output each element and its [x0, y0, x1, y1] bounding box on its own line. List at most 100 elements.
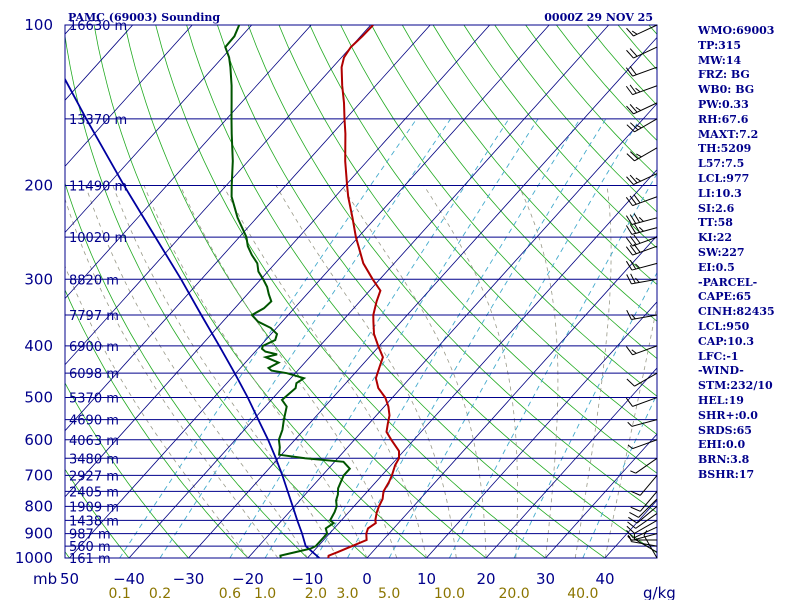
- sounding-indices-panel: WMO:69003 TP:315 MW:14 FRZ: BG WB0: BG PW:0.3…: [698, 24, 800, 483]
- index-entry: CAP:10.3: [698, 334, 755, 348]
- mixing-ratio-line: [229, 118, 510, 558]
- wind-barb-flag: [630, 151, 639, 160]
- plot-frame: [64, 24, 658, 559]
- index-entry: MW:14: [698, 53, 742, 67]
- mixing-ratio-tick-label: 0.1: [108, 586, 130, 600]
- pressure-unit-label: mb: [33, 570, 57, 588]
- wind-barb-flag: [629, 245, 637, 255]
- mixing-ratio-line: [347, 118, 607, 558]
- index-entry: FRZ: BG: [698, 68, 750, 82]
- isotherm: [485, 367, 657, 558]
- height-label: 2927 m: [69, 469, 119, 484]
- wind-barb-flag: [629, 48, 638, 57]
- wind-barb-staff: [632, 236, 658, 247]
- index-entry: RH:67.6: [698, 112, 749, 126]
- wind-barb-staff: [639, 491, 658, 512]
- wind-barb-flag: [625, 246, 633, 256]
- wind-barb-staff: [635, 457, 658, 474]
- wind-barb: [625, 84, 658, 96]
- pressure-label: 300: [24, 270, 53, 288]
- wind-barb-flag: [636, 153, 642, 158]
- temperature-tick-label: 50: [60, 570, 79, 588]
- index-entry: SW:227: [698, 245, 745, 259]
- wind-barb: [630, 457, 658, 474]
- wind-barb-staff: [633, 102, 658, 115]
- temperature-tick-label: 0: [362, 570, 372, 588]
- wind-barb-flag: [626, 525, 635, 534]
- mixing-ratio-tick-label: 0.2: [149, 586, 171, 600]
- pressure-label: 600: [24, 431, 53, 449]
- mixing-ratio-line: [513, 271, 657, 558]
- wind-barb: [628, 505, 658, 524]
- isotherm: [307, 169, 657, 558]
- height-label: 560 m: [69, 540, 111, 555]
- wind-barb-staff: [634, 147, 658, 162]
- wind-barb-flag: [626, 176, 634, 185]
- mixing-ratio-tick-label: 10.0: [434, 586, 465, 600]
- wind-barb: [626, 519, 658, 534]
- index-entry: PW:0.33: [698, 97, 749, 111]
- wind-barb: [625, 259, 658, 271]
- mixing-ratio-line: [264, 118, 539, 558]
- wind-barb-flag: [635, 177, 641, 182]
- index-entry: CAPE:65: [698, 290, 752, 304]
- wind-barb: [625, 66, 658, 77]
- pressure-label: 100: [24, 16, 53, 34]
- wind-barb-flag: [627, 535, 633, 541]
- wind-barb: [630, 491, 658, 512]
- wind-barb-flag: [631, 30, 638, 35]
- wind-barb-flag: [629, 235, 637, 245]
- index-entry: -WIND-: [698, 364, 744, 378]
- wind-barb-flag: [633, 234, 641, 244]
- index-entry: LI:10.3: [698, 186, 742, 200]
- wind-barb-flag: [626, 529, 634, 539]
- moist-adiabat: [518, 185, 559, 558]
- height-label: 161 m: [69, 552, 111, 567]
- index-entry: KI:22: [698, 231, 733, 245]
- wind-barb: [625, 243, 658, 256]
- wind-barb: [626, 147, 658, 162]
- wind-barb-staff: [633, 173, 658, 186]
- mixing-ratio-line: [119, 118, 417, 558]
- wind-barb: [627, 439, 658, 450]
- wind-barb-staff: [632, 196, 658, 207]
- isotherm: [247, 102, 657, 558]
- wind-barb-staff: [634, 118, 658, 133]
- wind-barb-flag: [629, 174, 638, 184]
- index-entry: TH:5209: [698, 142, 752, 156]
- wind-barb: [626, 309, 658, 320]
- wind-barb: [625, 397, 658, 407]
- wind-barb-flag: [631, 314, 636, 320]
- height-label: 1438 m: [69, 514, 119, 529]
- wind-barb-flag: [629, 214, 637, 224]
- wind-barb-flag: [629, 224, 637, 234]
- wind-barb-staff: [632, 66, 658, 77]
- wind-barb-flag: [630, 490, 641, 496]
- index-entry: -PARCEL-: [698, 275, 758, 289]
- dewpoint-profile-line: [224, 25, 352, 558]
- wind-barb-flag: [626, 49, 634, 59]
- index-entry: LCL:950: [698, 319, 750, 333]
- wind-barb-staff: [631, 217, 658, 226]
- height-label: 4063 m: [69, 434, 119, 449]
- pressure-label: 500: [24, 389, 53, 407]
- temperature-profile-line: [327, 25, 400, 558]
- mixing-ratio-line: [582, 393, 657, 558]
- mixing-ratio-tick-label: 1.0: [254, 586, 276, 600]
- wind-barb-staff: [634, 519, 658, 534]
- wind-barb-flag: [630, 470, 636, 474]
- wind-barb-flag: [628, 516, 638, 524]
- wind-barb-flag: [638, 217, 644, 222]
- wind-barb-flag: [629, 66, 637, 76]
- wind-barb: [626, 118, 658, 133]
- index-entry: BSHR:17: [698, 467, 755, 481]
- wind-barb-staff: [632, 345, 658, 356]
- index-entry: TP:315: [698, 38, 742, 52]
- temperature-tick-label: 10: [417, 570, 436, 588]
- moist-adiabat: [423, 185, 518, 558]
- wind-barb-staff: [636, 505, 658, 524]
- mixing-ratio-unit-label: g/kg: [643, 584, 676, 600]
- wind-barb: [633, 533, 658, 553]
- height-label: 4690 m: [69, 414, 119, 429]
- moist-adiabat: [222, 185, 427, 558]
